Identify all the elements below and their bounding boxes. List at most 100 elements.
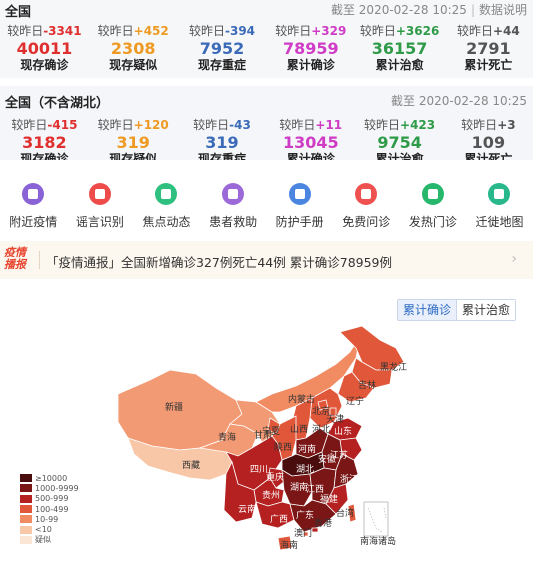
stat-change: 较昨日+329 (275, 24, 347, 38)
forbidden-icon (88, 183, 111, 205)
region-beijing[interactable] (317, 399, 329, 411)
stat-label: 累计治愈 (375, 58, 424, 72)
quick-link-label: 附近疫情 (9, 215, 58, 229)
stat-value: 7952 (199, 39, 245, 58)
ex-hubei-summary-panel: 全国（不含湖北） 截至 2020-02-28 10:25 较昨日-415 3182… (0, 86, 533, 160)
quick-link-item[interactable]: 迁徙地图 (466, 180, 533, 230)
map-pin-icon (488, 183, 511, 205)
stat-change: 较昨日+120 (97, 118, 169, 132)
quick-link-item[interactable]: 发热门诊 (400, 180, 467, 230)
region-taiwan[interactable] (347, 503, 357, 523)
legend-item: 10-99 (20, 514, 79, 524)
province-label: 广西 (270, 513, 288, 525)
province-label: 海南 (280, 539, 298, 551)
stat-value: 9754 (377, 133, 422, 152)
data-explain-link[interactable]: 数据说明 (478, 3, 527, 17)
province-label: 广东 (296, 509, 314, 521)
province-label: 山西 (290, 424, 308, 435)
news-badge: 疫情播报 (4, 246, 26, 271)
province-label: 吉林 (358, 379, 376, 391)
national-stats-row: 较昨日-3341 40011 现存确诊 较昨日+452 2308 现存疑似 较昨日-394 7… (0, 22, 533, 72)
legend-item: 500-999 (20, 494, 79, 504)
news-text: 「疫情通报」全国新增确诊327例死亡44例 累计确诊78959例 (46, 255, 393, 270)
stat-value: 36157 (371, 39, 428, 58)
province-label: 河北 (312, 423, 330, 435)
legend-swatch (20, 474, 32, 483)
stat-label: 现存重症 (197, 152, 246, 160)
stat-card: 较昨日+329 78959 累计确诊 (266, 22, 355, 72)
quick-link-label: 迁徙地图 (475, 215, 524, 229)
legend-swatch (20, 535, 32, 544)
quick-link-item[interactable]: 焦点动态 (133, 180, 200, 230)
region-hunan[interactable] (281, 469, 313, 507)
stat-value: 109 (471, 133, 506, 152)
national-meta: 截至 2020-02-28 10:25 | 数据说明 (330, 3, 527, 17)
ex-hubei-stats-row: 较昨日-415 3182 现存确诊 较昨日+120 319 现存疑似 较昨日-43 319 现存… (0, 116, 533, 160)
legend-swatch (20, 515, 32, 524)
ex-hubei-title: 全国（不含湖北） (5, 96, 110, 111)
legend-label: 100-499 (35, 504, 69, 514)
stat-change: 较昨日+11 (279, 118, 343, 132)
quick-link-label: 免费问诊 (342, 215, 391, 229)
legend-label: ≥10000 (35, 473, 68, 483)
legend-item: 1000-9999 (20, 483, 79, 493)
stat-value: 40011 (16, 39, 73, 58)
quick-link-item[interactable]: 患者救助 (200, 180, 267, 230)
quick-link-item[interactable]: 防护手册 (266, 180, 333, 230)
stat-label: 现存确诊 (20, 152, 69, 160)
region-ningxia[interactable] (267, 417, 281, 435)
stat-card: 较昨日-415 3182 现存确诊 (0, 116, 89, 160)
national-summary-panel: 全国 截至 2020-02-28 10:25 | 数据说明 较昨日-3341 4001… (0, 0, 533, 78)
national-timestamp: 截至 2020-02-28 10:25 (330, 3, 467, 17)
stat-card: 较昨日+11 13045 累计确诊 (266, 116, 355, 160)
map-tabs: 累计确诊 累计治愈 (397, 299, 517, 321)
region-guangdong[interactable] (289, 499, 337, 533)
province-label: 南海诸岛 (360, 535, 396, 547)
region-heilongjiang[interactable] (339, 325, 405, 371)
legend-swatch (20, 494, 32, 503)
quick-link-item[interactable]: 谣言识别 (67, 180, 134, 230)
province-label: 安徽 (318, 453, 336, 465)
quick-link-label: 发热门诊 (408, 215, 457, 229)
quick-link-label: 防护手册 (275, 215, 324, 229)
stat-change: 较昨日+44 (456, 24, 520, 38)
tab-cumulative-confirmed[interactable]: 累计确诊 (398, 300, 458, 320)
region-liaoning[interactable] (337, 371, 375, 403)
province-label: 青海 (218, 431, 236, 443)
stat-card: 较昨日-43 319 现存重症 (178, 116, 267, 160)
legend-item: 疑似 (20, 535, 79, 545)
province-label: 黑龙江 (380, 361, 407, 373)
legend-label: <10 (35, 525, 52, 535)
stat-label: 现存确诊 (20, 58, 69, 72)
region-tianjin[interactable] (329, 407, 337, 417)
province-label: 香港 (314, 517, 332, 529)
stat-value: 13045 (282, 133, 339, 152)
region-macau[interactable] (303, 531, 309, 537)
quick-link-label: 焦点动态 (142, 215, 191, 229)
stat-change: 较昨日-43 (193, 118, 251, 132)
stat-card: 较昨日+3 109 累计死亡 (444, 116, 533, 160)
stat-label: 现存重症 (197, 58, 246, 72)
tab-cumulative-cured[interactable]: 累计治愈 (457, 300, 516, 320)
province-label: 贵州 (262, 489, 280, 501)
quick-link-item[interactable]: 免费问诊 (333, 180, 400, 230)
province-label: 四川 (250, 465, 268, 475)
stat-value: 319 (205, 133, 239, 152)
stat-change: 较昨日-394 (188, 24, 256, 38)
stat-value: 3182 (22, 133, 67, 152)
stat-card: 较昨日+120 319 现存疑似 (89, 116, 178, 160)
quick-link-item[interactable]: 附近疫情 (0, 180, 67, 230)
stat-label: 累计确诊 (286, 58, 335, 72)
stat-card: 较昨日-394 7952 现存重症 (178, 22, 267, 72)
region-hainan[interactable] (277, 535, 293, 551)
region-hongkong[interactable] (311, 527, 319, 533)
province-label: 台湾 (336, 507, 354, 519)
legend-swatch (20, 484, 32, 493)
south-china-sea-dashes (367, 507, 387, 533)
stat-label: 累计治愈 (375, 152, 424, 160)
compass-icon (155, 183, 178, 205)
province-label: 宁夏 (262, 425, 280, 437)
news-ticker[interactable]: 疫情播报 「疫情通报」全国新增确诊327例死亡44例 累计确诊78959例 › (0, 241, 533, 279)
book-icon (288, 183, 311, 205)
